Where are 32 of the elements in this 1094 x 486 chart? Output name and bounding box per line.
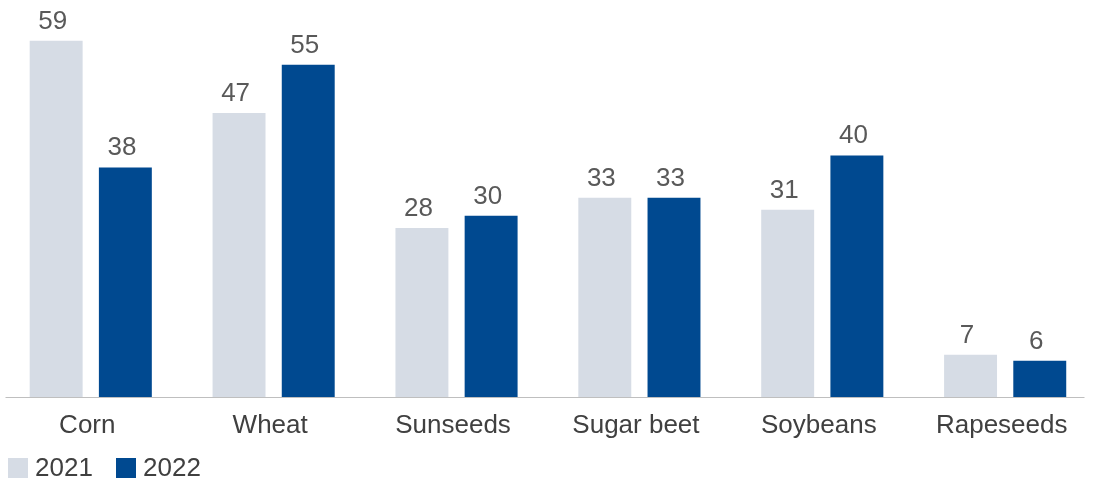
- bar: [578, 197, 632, 397]
- bar: [830, 155, 884, 397]
- legend-label: 2022: [143, 452, 201, 482]
- x-tick-label: Sugar beet: [572, 408, 701, 439]
- bar: [98, 167, 152, 397]
- bar: [395, 227, 449, 397]
- data-label: 59: [38, 4, 68, 35]
- x-tick-label: Soybeans: [760, 408, 877, 439]
- data-label: 28: [404, 191, 433, 222]
- legend-label: 2021: [35, 452, 93, 482]
- data-label: 30: [473, 179, 503, 210]
- data-label: 38: [107, 131, 137, 162]
- x-tick-label: Rapeseeds: [935, 408, 1068, 439]
- bar: [212, 113, 266, 397]
- data-label: 40: [838, 119, 868, 150]
- data-label: 7: [959, 318, 975, 349]
- bar: [944, 354, 998, 397]
- data-label: 47: [221, 77, 251, 108]
- bar: [761, 209, 815, 397]
- x-tick-label: Wheat: [232, 408, 309, 439]
- data-label: 31: [769, 173, 799, 204]
- bar: [281, 64, 335, 397]
- data-label: 6: [1029, 324, 1044, 355]
- bar: [647, 197, 701, 397]
- x-tick-label: Sunseeds: [395, 408, 511, 439]
- data-label: 55: [290, 28, 320, 59]
- bar: [1013, 360, 1067, 397]
- data-label: 33: [656, 161, 685, 192]
- data-label: 33: [586, 161, 616, 192]
- x-tick-label: Corn: [59, 408, 116, 439]
- bar: [464, 215, 518, 397]
- bar: [29, 40, 83, 397]
